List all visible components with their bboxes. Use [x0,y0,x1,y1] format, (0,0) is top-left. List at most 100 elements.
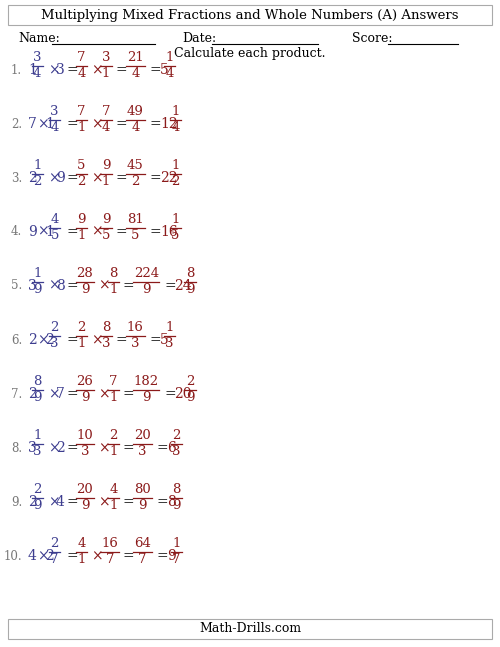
Text: 3: 3 [56,63,65,77]
Text: 1: 1 [46,117,54,131]
Text: =: = [66,117,78,131]
Text: =: = [116,333,128,347]
Text: 1: 1 [172,213,179,226]
Text: 5.: 5. [11,280,22,292]
Text: 5: 5 [172,229,179,242]
Text: 3: 3 [28,441,37,455]
Text: =: = [66,441,78,455]
Text: 6.: 6. [11,333,22,347]
Text: 9: 9 [33,283,42,296]
Text: 16: 16 [160,225,178,239]
Text: 2: 2 [172,175,179,188]
Text: =: = [123,441,134,455]
Text: 2: 2 [186,375,194,388]
Text: 3: 3 [165,337,173,350]
Text: 1: 1 [165,321,173,334]
Text: =: = [66,225,78,239]
Text: ×: × [91,63,102,77]
Text: 5: 5 [160,63,169,77]
Text: 1: 1 [28,63,37,77]
Text: 2: 2 [77,175,86,188]
Text: 9: 9 [172,499,181,512]
Text: 8: 8 [168,495,176,509]
Text: 3.: 3. [11,171,22,184]
Text: =: = [123,495,134,509]
Text: ×: × [37,549,49,563]
Text: 2: 2 [33,483,42,496]
Text: 4: 4 [172,121,179,134]
Text: Date:: Date: [182,32,216,45]
Text: ×: × [37,333,49,347]
Text: Score:: Score: [352,32,393,45]
Text: 5: 5 [160,333,169,347]
Text: 1: 1 [33,267,42,280]
Text: 4.: 4. [11,226,22,239]
Text: 64: 64 [134,537,151,550]
Text: 9: 9 [33,391,42,404]
Text: 16: 16 [101,537,118,550]
Text: 26: 26 [76,375,94,388]
Text: 1: 1 [109,391,118,404]
Text: Math-Drills.com: Math-Drills.com [199,622,301,635]
Text: 3: 3 [80,445,89,458]
Text: 9: 9 [168,549,176,563]
Text: 4: 4 [102,121,110,134]
Text: 1: 1 [172,537,180,550]
Text: 2: 2 [50,321,59,334]
Text: 8: 8 [33,375,42,388]
Text: =: = [116,117,128,131]
Text: =: = [66,333,78,347]
Text: ×: × [48,63,60,77]
Text: 7: 7 [50,553,59,566]
Text: 2: 2 [56,441,65,455]
Text: 224: 224 [134,267,159,280]
Text: 2: 2 [172,429,180,442]
Text: 2: 2 [28,171,37,185]
Text: 9: 9 [77,213,86,226]
Text: =: = [150,171,161,185]
Text: 1: 1 [77,121,86,134]
Text: 2: 2 [28,387,37,401]
Text: 10.: 10. [4,549,22,562]
Text: 81: 81 [127,213,144,226]
Text: 3: 3 [28,279,37,293]
Text: 20: 20 [134,429,151,442]
Text: 1: 1 [109,283,118,296]
Text: 3: 3 [33,51,42,64]
Text: =: = [123,549,134,563]
Text: ×: × [48,495,60,509]
Text: 5: 5 [131,229,140,242]
Text: 12: 12 [160,117,178,131]
Text: 182: 182 [134,375,159,388]
Text: 21: 21 [127,51,144,64]
Text: ×: × [98,279,110,293]
Text: ×: × [91,333,102,347]
Text: 5: 5 [77,159,86,172]
Text: 9: 9 [142,283,150,296]
Text: =: = [66,279,78,293]
Text: =: = [150,117,161,131]
Text: 1: 1 [33,159,42,172]
Text: 2: 2 [46,333,54,347]
Text: 1: 1 [77,553,86,566]
Text: =: = [150,333,161,347]
Text: 4: 4 [50,121,59,134]
Text: 9: 9 [80,391,89,404]
Text: 2: 2 [50,537,59,550]
Text: ×: × [48,387,60,401]
FancyBboxPatch shape [8,619,492,639]
Text: ×: × [48,279,60,293]
Text: 4: 4 [109,483,118,496]
Text: 1: 1 [33,429,42,442]
Text: 7: 7 [77,51,86,64]
Text: 3: 3 [50,105,59,118]
Text: ×: × [98,495,110,509]
Text: =: = [123,279,134,293]
Text: 4: 4 [77,67,86,80]
Text: =: = [66,549,78,563]
Text: 9: 9 [186,283,194,296]
Text: 22: 22 [160,171,178,185]
Text: 1: 1 [102,175,110,188]
Text: 28: 28 [76,267,94,280]
Text: 4: 4 [50,213,59,226]
